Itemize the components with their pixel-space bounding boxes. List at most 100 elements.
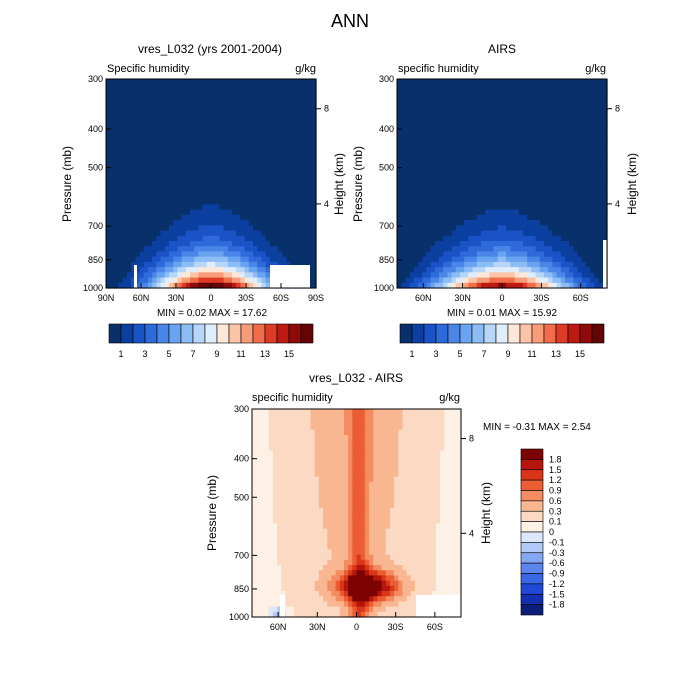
field-cell	[401, 246, 406, 253]
field-cell	[472, 251, 478, 258]
field-cell	[481, 214, 486, 221]
field-cell	[240, 131, 246, 138]
field-cell	[443, 173, 448, 179]
field-cell	[106, 89, 111, 96]
field-cell	[278, 105, 283, 111]
field-cell	[598, 141, 604, 148]
field-cell	[143, 94, 149, 101]
field-cell	[489, 115, 495, 122]
field-cell	[169, 131, 174, 138]
field-cell	[306, 523, 312, 530]
field-cell	[169, 272, 174, 279]
field-cell	[405, 94, 411, 101]
field-cell	[602, 230, 608, 237]
field-cell	[409, 272, 415, 279]
field-cell	[447, 204, 453, 211]
field-cell	[272, 414, 278, 420]
field-cell	[497, 126, 503, 132]
field-cell	[303, 84, 309, 91]
field-cell	[148, 272, 153, 279]
y-tick-label: 500	[379, 163, 394, 173]
field-cell	[311, 146, 317, 153]
field-cell	[236, 220, 241, 226]
field-cell	[114, 146, 120, 153]
field-cell	[468, 193, 474, 200]
field-cell	[443, 256, 448, 263]
field-cell	[405, 146, 411, 153]
field-cell	[194, 105, 199, 111]
field-cell	[535, 214, 541, 221]
field-cell	[581, 94, 587, 101]
field-cell	[331, 580, 337, 587]
field-cell	[539, 256, 545, 263]
field-cell	[236, 79, 241, 85]
field-cell	[303, 136, 309, 143]
field-cell	[481, 141, 486, 148]
field-cell	[502, 214, 507, 221]
field-cell	[552, 110, 558, 117]
field-cell	[299, 230, 304, 237]
field-cell	[544, 240, 549, 247]
field-cell	[274, 178, 279, 185]
field-cell	[127, 235, 132, 242]
field-cell	[139, 79, 145, 85]
field-cell	[160, 99, 166, 106]
field-cell	[277, 507, 282, 514]
field-cell	[152, 188, 157, 195]
field-cell	[181, 225, 187, 232]
field-cell	[282, 261, 288, 268]
field-cell	[227, 183, 233, 190]
field-cell	[331, 523, 337, 530]
field-cell	[569, 131, 574, 138]
field-cell	[556, 105, 562, 111]
field-cell	[527, 230, 532, 237]
field-cell	[573, 152, 579, 158]
field-cell	[289, 414, 295, 420]
field-cell	[481, 99, 486, 106]
field-cell	[198, 225, 204, 232]
field-cell	[206, 94, 212, 101]
field-cell	[318, 414, 324, 420]
field-cell	[260, 518, 266, 524]
field-cell	[331, 440, 337, 446]
field-cell	[127, 183, 132, 190]
field-cell	[114, 105, 120, 111]
field-cell	[260, 596, 266, 602]
field-cell	[127, 282, 132, 289]
field-cell	[139, 214, 145, 221]
field-cell	[413, 173, 419, 179]
field-cell	[215, 240, 220, 247]
field-cell	[118, 256, 124, 263]
field-cell	[481, 84, 486, 91]
field-cell	[131, 84, 136, 91]
field-cell	[143, 183, 149, 190]
field-cell	[323, 424, 328, 431]
field-cell	[434, 162, 440, 169]
field-cell	[556, 79, 562, 85]
field-cell	[586, 120, 591, 127]
field-cell	[527, 173, 532, 179]
field-cell	[455, 152, 461, 158]
field-cell	[302, 419, 307, 426]
field-cell	[215, 79, 220, 85]
field-cell	[260, 507, 266, 514]
field-cell	[311, 214, 317, 221]
field-cell	[206, 220, 212, 226]
field-cell	[323, 414, 328, 420]
field-cell	[127, 105, 132, 111]
field-cell	[311, 115, 317, 122]
colorbar-swatch	[108, 323, 122, 344]
field-cell	[278, 84, 283, 91]
field-cell	[556, 193, 562, 200]
field-cell	[548, 282, 553, 289]
field-cell	[261, 220, 267, 226]
field-cell	[426, 251, 432, 258]
field-cell	[409, 157, 415, 164]
field-cell	[190, 193, 195, 200]
field-cell	[277, 580, 282, 587]
field-cell	[518, 235, 524, 242]
field-cell	[202, 178, 208, 185]
field-cell	[497, 178, 503, 185]
field-cell	[455, 141, 461, 148]
field-cell	[539, 261, 545, 268]
